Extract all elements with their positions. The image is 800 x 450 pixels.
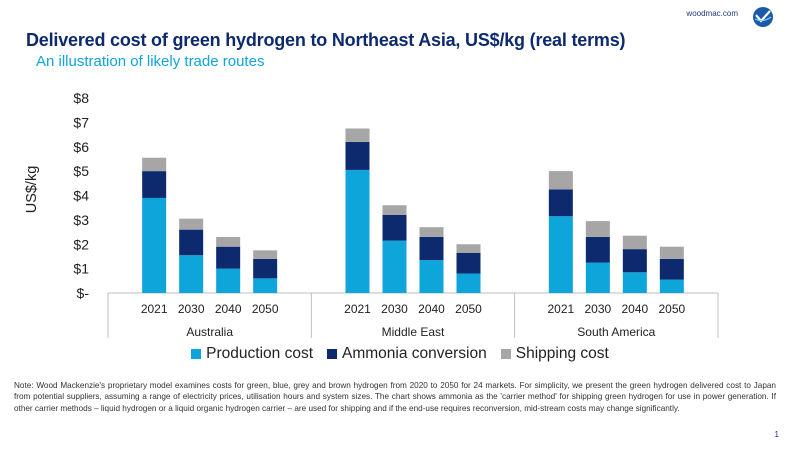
y-tick-label: $7: [73, 114, 89, 130]
y-tick-label: $2: [73, 236, 89, 252]
bar-production-cost: [585, 262, 610, 293]
bar-ammonia-conversion: [179, 229, 204, 256]
x-tick-label: 2021: [344, 302, 371, 316]
bar-ammonia-conversion: [142, 171, 167, 198]
bar-ammonia-conversion: [456, 252, 481, 274]
x-tick-label: 2021: [141, 302, 168, 316]
bar-shipping-cost: [216, 236, 241, 247]
page-number: 1: [774, 430, 779, 439]
bar-ammonia-conversion: [585, 236, 610, 263]
bar-ammonia-conversion: [659, 258, 684, 280]
bar-shipping-cost: [419, 227, 444, 237]
bar-shipping-cost: [659, 246, 684, 259]
y-tick-label: $6: [73, 139, 89, 155]
legend-label-ammonia: Ammonia conversion: [342, 345, 487, 362]
y-axis-label: US$/kg: [24, 166, 40, 214]
bar-shipping-cost: [622, 235, 647, 250]
group-label: Australia: [186, 325, 233, 339]
bar-production-cost: [142, 197, 167, 293]
group-label: South America: [577, 325, 655, 339]
bar-shipping-cost: [548, 171, 573, 190]
legend-swatch-production: [191, 349, 202, 359]
bar-shipping-cost: [456, 244, 481, 253]
bar-shipping-cost: [253, 250, 278, 259]
bar-production-cost: [345, 169, 370, 293]
bar-ammonia-conversion: [622, 249, 647, 273]
x-tick-label: 2040: [418, 302, 445, 316]
y-tick-label: $5: [73, 163, 89, 179]
legend-swatch-ammonia: [327, 349, 338, 359]
legend-item-shipping: Shipping cost: [500, 345, 609, 363]
legend-swatch-shipping: [500, 349, 511, 359]
x-tick-label: 2050: [252, 302, 279, 316]
y-tick-label: $4: [73, 188, 89, 204]
y-tick-label: $3: [73, 212, 89, 228]
legend-label-production: Production cost: [206, 345, 314, 362]
x-tick-label: 2050: [658, 302, 685, 316]
bar-ammonia-conversion: [216, 246, 241, 269]
y-tick-label: $8: [73, 90, 89, 106]
bar-ammonia-conversion: [382, 215, 407, 241]
x-tick-label: 2050: [455, 302, 482, 316]
bar-production-cost: [419, 260, 444, 293]
legend-item-production: Production cost: [191, 345, 313, 363]
bar-production-cost: [548, 216, 573, 293]
bar-production-cost: [659, 279, 684, 293]
bar-production-cost: [456, 273, 481, 293]
bar-shipping-cost: [142, 157, 167, 172]
woodmac-logo-icon: [753, 7, 773, 27]
bar-production-cost: [382, 240, 407, 293]
x-tick-label: 2030: [584, 302, 611, 316]
stacked-bar-chart: $- $1 $2 $3 $4 $5 $6 $7 $8 US$/kg 2021 2030 2040 2050…: [24, 90, 719, 339]
bar-ammonia-conversion: [419, 236, 444, 261]
bar-shipping-cost: [585, 221, 610, 237]
bar-ammonia-conversion: [253, 258, 278, 279]
x-tick-label: 2040: [215, 302, 242, 316]
footnote: Note: Wood Mackenzie's proprietary model…: [14, 381, 776, 413]
chart-title: Delivered cost of green hydrogen to Nort…: [26, 30, 626, 50]
bar-shipping-cost: [382, 205, 407, 215]
bar-production-cost: [216, 268, 241, 293]
group-label: Middle East: [382, 325, 445, 339]
legend-label-shipping: Shipping cost: [515, 345, 609, 362]
bar-production-cost: [622, 272, 647, 293]
bar-production-cost: [253, 278, 278, 293]
chart-legend: Production cost Ammonia conversion Shipp…: [0, 345, 800, 363]
legend-item-ammonia: Ammonia conversion: [327, 345, 487, 363]
x-tick-label: 2030: [178, 302, 205, 316]
chart-subtitle: An illustration of likely trade routes: [36, 53, 265, 70]
y-tick-label: $1: [73, 261, 89, 277]
bar-ammonia-conversion: [345, 141, 370, 170]
x-tick-label: 2040: [621, 302, 648, 316]
bar-ammonia-conversion: [548, 189, 573, 217]
bar-production-cost: [179, 255, 204, 293]
x-tick-label: 2021: [547, 302, 574, 316]
x-tick-label: 2030: [381, 302, 408, 316]
y-tick-label: $-: [77, 285, 90, 301]
bar-shipping-cost: [345, 128, 370, 142]
bar-shipping-cost: [179, 218, 204, 230]
brand-url[interactable]: woodmac.com: [686, 9, 738, 18]
